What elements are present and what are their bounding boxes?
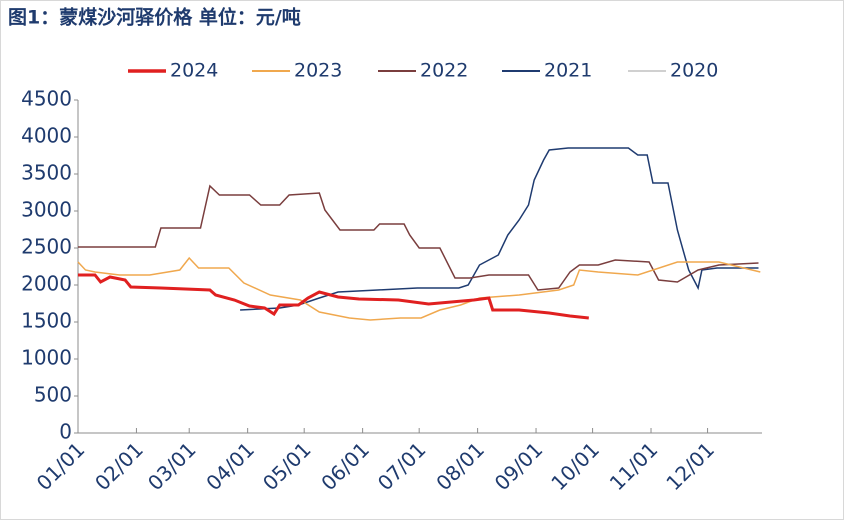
y-tick-label: 3500 (21, 161, 72, 185)
y-tick-label: 0 (59, 420, 72, 444)
legend-label: 2021 (544, 60, 592, 82)
series-line (240, 147, 759, 311)
legend-label: 2022 (420, 60, 468, 82)
series-line (78, 273, 589, 320)
y-tick-label: 4000 (21, 124, 72, 148)
legend-label: 2023 (294, 60, 342, 82)
y-tick-label: 3000 (21, 198, 72, 222)
legend-label: 2020 (670, 60, 718, 82)
y-tick-label: 1500 (21, 309, 72, 333)
y-tick-label: 2000 (21, 272, 72, 296)
series-line (77, 256, 761, 321)
series-line (78, 184, 759, 291)
y-tick-label: 2500 (21, 235, 72, 259)
chart-title: 图1：蒙煤沙河驿价格 单位：元/吨 (8, 6, 301, 29)
y-tick-label: 500 (34, 383, 72, 407)
y-tick-label: 1000 (21, 346, 72, 370)
legend-label: 2024 (170, 60, 218, 82)
y-tick-label: 4500 (21, 87, 72, 111)
